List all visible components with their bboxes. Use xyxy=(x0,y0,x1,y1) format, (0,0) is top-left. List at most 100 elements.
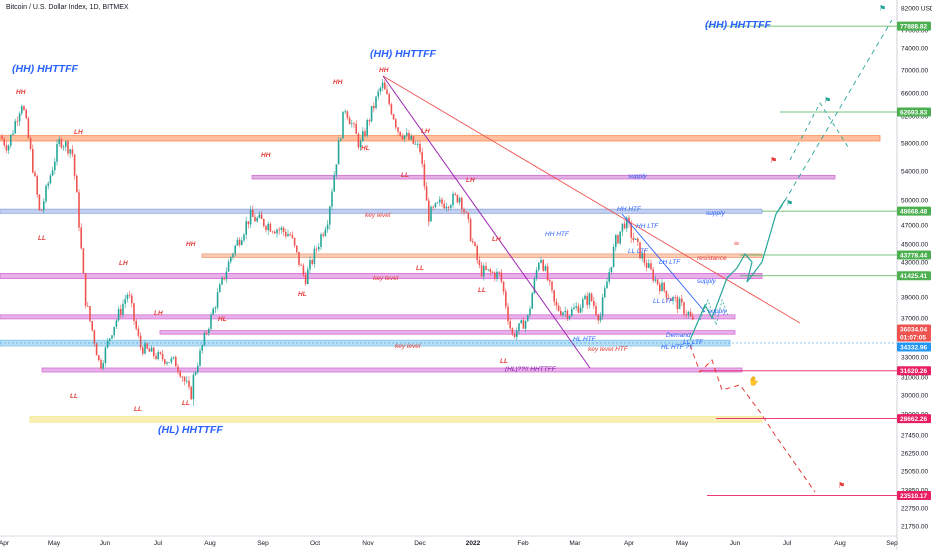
candle-body xyxy=(205,332,208,334)
candle-body xyxy=(425,186,428,201)
candle-body xyxy=(93,330,96,344)
candle-body xyxy=(60,139,63,148)
structure-annotation: LH LTF xyxy=(659,259,681,266)
x-tick-label: May xyxy=(48,540,61,547)
candle-body xyxy=(619,231,621,244)
candle-body xyxy=(282,227,285,233)
candle-body xyxy=(117,308,120,321)
candle-body xyxy=(399,131,401,137)
candle-body xyxy=(689,311,692,317)
candle-body xyxy=(287,234,289,237)
candle-body xyxy=(120,308,122,315)
price-tag-text: 48668.48 xyxy=(900,208,927,215)
candle-body xyxy=(474,242,476,247)
candle-body xyxy=(265,226,267,231)
structure-annotation: supply xyxy=(628,173,648,180)
candle-body xyxy=(683,302,685,315)
candle-body xyxy=(155,355,157,359)
candle-body xyxy=(142,347,144,354)
candle-body xyxy=(483,266,485,277)
price-tag-text: 41425.41 xyxy=(900,273,927,280)
structure-annotation: supply xyxy=(708,308,728,315)
y-tick-label: 50000.00 xyxy=(901,198,928,205)
structure-annotation: HL xyxy=(298,291,307,298)
candle-body xyxy=(25,109,27,119)
candle-body xyxy=(280,227,283,230)
x-axis[interactable]: Apr May Jun Jul Aug Sep Oct Nov Dec 2022 Feb Mar Apr… xyxy=(0,535,898,547)
candle-body xyxy=(157,352,159,359)
price-tag: 01:07:05 xyxy=(897,332,931,342)
candle-body xyxy=(522,320,525,329)
price-tag-text: 43778.44 xyxy=(900,252,927,259)
zone-band xyxy=(0,135,881,142)
x-tick-label: Jun xyxy=(100,540,111,547)
candle-body xyxy=(520,320,522,324)
candle-body xyxy=(300,264,302,266)
price-tags: 77888.82 62693.83 48668.48 43778.44 41425.41… xyxy=(897,21,931,501)
candle-body xyxy=(137,328,140,336)
candle-body xyxy=(461,197,463,210)
price-tag: 31620.26 xyxy=(897,366,931,376)
structure-annotation: LL xyxy=(478,287,486,294)
candle-body xyxy=(331,191,333,207)
candle-body xyxy=(254,216,256,222)
candle-body xyxy=(465,212,467,213)
purple-trendline xyxy=(382,75,591,369)
candle-body xyxy=(441,199,443,204)
price-tag: 41425.41 xyxy=(897,271,931,281)
candle-body xyxy=(553,290,555,302)
candle-body xyxy=(133,303,135,321)
candle-body xyxy=(175,357,177,367)
candle-body xyxy=(12,133,14,135)
candle-body xyxy=(665,290,668,298)
candle-body xyxy=(216,292,219,308)
structure-annotation: key level xyxy=(373,275,399,282)
candle-body xyxy=(238,239,241,245)
candle-body xyxy=(104,347,107,364)
structure-annotation: HH LTF xyxy=(636,223,659,230)
structure-annotation: Demand xyxy=(666,332,691,339)
y-tick-label: 21750.00 xyxy=(901,524,928,531)
candle-body xyxy=(131,295,133,304)
y-tick-label: 37000.00 xyxy=(901,316,928,323)
x-tick-label: Apr xyxy=(0,540,10,547)
candle-body xyxy=(47,183,49,186)
candle-body xyxy=(14,121,16,134)
candle-body xyxy=(109,338,111,341)
structure-annotation: LL xyxy=(416,265,424,272)
candle-body xyxy=(1,136,3,139)
candle-body xyxy=(159,352,162,354)
x-tick-label: Aug xyxy=(834,540,846,547)
candle-body xyxy=(232,253,234,258)
structure-annotation: LH xyxy=(154,310,163,317)
candle-body xyxy=(188,380,190,387)
candle-body xyxy=(370,105,373,122)
candle-body xyxy=(377,91,379,97)
candle-body xyxy=(98,355,100,360)
candle-body xyxy=(49,175,52,184)
candle-body xyxy=(489,269,492,273)
candle-body xyxy=(23,106,25,110)
candle-body xyxy=(40,209,43,211)
candle-body xyxy=(289,234,291,236)
candle-body xyxy=(293,237,296,246)
candle-body xyxy=(54,161,56,171)
candle-body xyxy=(359,141,362,148)
candle-body xyxy=(606,281,608,289)
candle-body xyxy=(34,172,36,177)
y-tick-label: 45000.00 xyxy=(901,242,928,249)
candle-body xyxy=(340,138,342,141)
candle-body xyxy=(337,140,340,165)
candle-body xyxy=(507,306,509,322)
zone-layer xyxy=(0,135,881,423)
zone-band xyxy=(29,416,763,423)
candle-body xyxy=(432,206,434,208)
candle-body xyxy=(333,174,335,192)
candle-body xyxy=(256,217,258,222)
candle-body xyxy=(212,308,214,315)
candle-body xyxy=(401,136,404,140)
candle-body xyxy=(5,145,8,151)
candle-body xyxy=(617,235,619,244)
candle-body xyxy=(227,261,230,272)
candle-body xyxy=(89,306,91,322)
